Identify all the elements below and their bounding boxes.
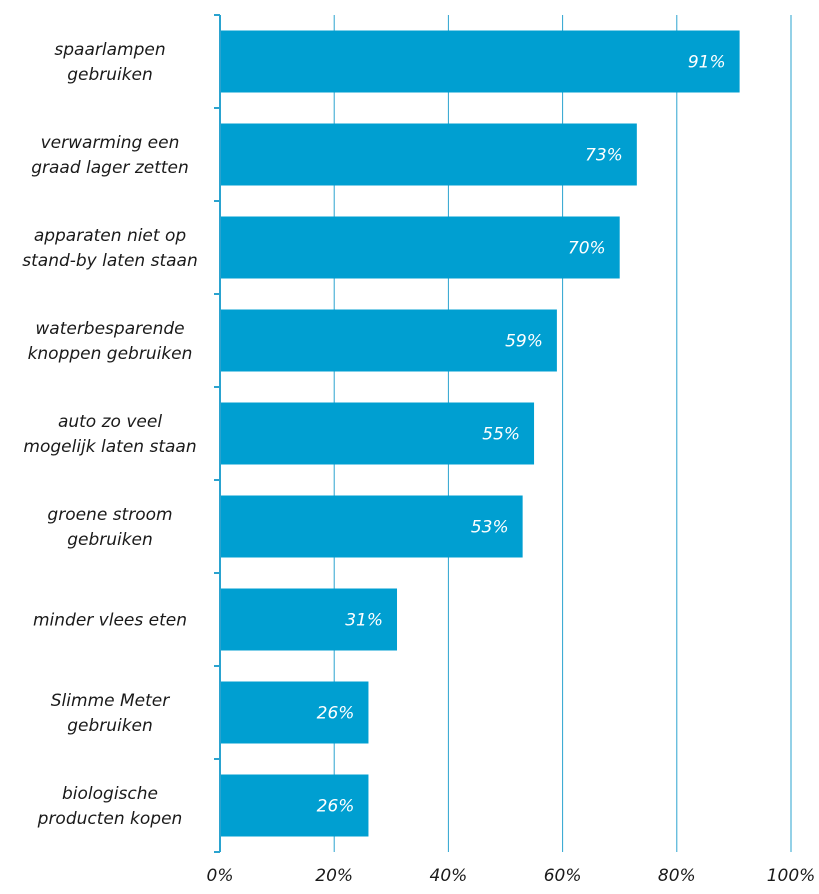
category-label: gebruiken (67, 65, 153, 85)
bar-value-label: 73% (585, 146, 623, 166)
bar (220, 309, 557, 372)
category-label: auto zo veel (58, 412, 162, 432)
bar (220, 495, 523, 558)
bar-value-label: 26% (317, 704, 355, 724)
category-label: groene stroom (47, 505, 172, 525)
bar-value-label: 70% (568, 239, 606, 259)
category-labels: spaarlampen gebruiken verwarming een graad … (22, 40, 197, 829)
category-label: minder vlees eten (33, 611, 187, 631)
bar (220, 588, 398, 651)
category-label: producten kopen (37, 809, 183, 829)
bar (220, 216, 620, 279)
bar-value-label: 31% (345, 611, 383, 631)
category-label: gebruiken (67, 716, 153, 736)
category-label: gebruiken (67, 530, 153, 550)
category-label: stand-by laten staan (22, 251, 197, 271)
bar-value-label: 53% (471, 518, 509, 538)
category-label: spaarlampen (54, 40, 165, 60)
category-label: knoppen gebruiken (28, 344, 193, 364)
bar-value-label: 55% (482, 425, 520, 445)
category-label: apparaten niet op (34, 226, 187, 246)
bar (220, 681, 369, 744)
x-tick-label: 60% (544, 866, 582, 886)
bar-value-label: 26% (317, 797, 355, 817)
bar-value-label: 91% (688, 53, 726, 73)
bars (220, 30, 740, 837)
bar (220, 774, 369, 837)
y-axis (214, 14, 221, 853)
x-tick-label: 0% (207, 866, 234, 886)
category-label: graad lager zetten (31, 158, 189, 178)
category-label: Slimme Meter (51, 691, 170, 711)
x-tick-labels: 0% 20% 40% 60% 80% 100% (207, 866, 816, 886)
x-tick-label: 100% (767, 866, 816, 886)
bar-value-label: 59% (505, 332, 543, 352)
bar (220, 402, 535, 465)
category-label: mogelijk laten staan (23, 437, 196, 457)
x-tick-label: 80% (658, 866, 696, 886)
category-label: verwarming een (41, 133, 180, 153)
bar (220, 30, 740, 93)
category-label: waterbesparende (35, 319, 184, 339)
bar (220, 123, 637, 186)
x-tick-label: 40% (430, 866, 468, 886)
category-label: biologische (62, 784, 158, 804)
x-tick-label: 20% (315, 866, 353, 886)
value-labels: 91% 73% 70% 59% 55% 53% 31% 26% 26% (317, 53, 726, 817)
